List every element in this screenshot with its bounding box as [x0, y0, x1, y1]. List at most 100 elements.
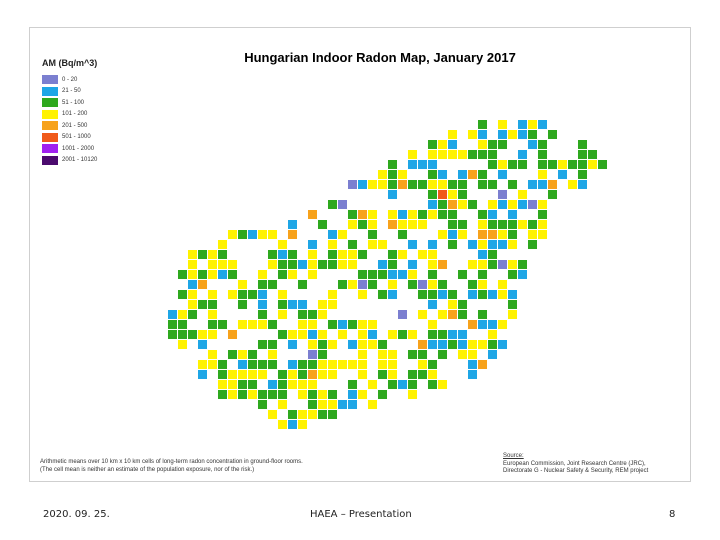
map-cell	[538, 170, 547, 179]
map-cell	[388, 190, 397, 199]
map-cell	[368, 340, 377, 349]
map-cell	[428, 210, 437, 219]
map-cell	[328, 240, 337, 249]
map-cell	[388, 170, 397, 179]
map-cell	[418, 360, 427, 369]
map-cell	[278, 380, 287, 389]
map-cell	[478, 280, 487, 289]
map-cell	[478, 170, 487, 179]
map-cell	[448, 310, 457, 319]
map-cell	[228, 350, 237, 359]
map-cell	[368, 320, 377, 329]
map-cell	[538, 140, 547, 149]
map-cell	[268, 250, 277, 259]
map-cell	[288, 420, 297, 429]
map-cell	[498, 240, 507, 249]
map-cell	[268, 360, 277, 369]
map-cell	[488, 140, 497, 149]
map-cell	[398, 210, 407, 219]
map-cell	[258, 370, 267, 379]
map-cell	[508, 240, 517, 249]
map-cell	[218, 390, 227, 399]
map-source: Source: European Commission, Joint Resea…	[503, 453, 648, 476]
map-cell	[378, 180, 387, 189]
map-cell	[328, 410, 337, 419]
map-cell	[528, 180, 537, 189]
note-line: Arithmetic means over 10 km x 10 km cell…	[40, 459, 303, 465]
map-cell	[198, 360, 207, 369]
map-cell	[458, 180, 467, 189]
map-cell	[268, 230, 277, 239]
map-cell	[478, 290, 487, 299]
map-cell	[418, 350, 427, 359]
map-cell	[248, 380, 257, 389]
legend-item: 2001 - 10120	[42, 155, 97, 167]
legend-swatch	[42, 121, 58, 131]
map-cell	[478, 260, 487, 269]
map-cell	[388, 380, 397, 389]
map-cell	[358, 220, 367, 229]
map-cell	[268, 280, 277, 289]
map-cell	[428, 370, 437, 379]
map-cell	[418, 250, 427, 259]
map-cell	[408, 150, 417, 159]
map-cell	[378, 270, 387, 279]
map-cell	[328, 390, 337, 399]
map-cell	[388, 270, 397, 279]
map-cell	[178, 290, 187, 299]
legend-swatch	[42, 155, 58, 165]
map-cell	[518, 150, 527, 159]
map-cell	[368, 330, 377, 339]
map-cell	[278, 390, 287, 399]
map-cell	[278, 260, 287, 269]
map-cell	[518, 190, 527, 199]
map-cell	[518, 120, 527, 129]
map-cell	[518, 270, 527, 279]
map-cell	[338, 320, 347, 329]
map-cell	[278, 240, 287, 249]
map-cell	[418, 220, 427, 229]
map-cell	[438, 340, 447, 349]
map-cell	[388, 210, 397, 219]
legend-title: AM (Bq/m^3)	[42, 58, 98, 68]
map-cell	[388, 260, 397, 269]
map-cell	[478, 230, 487, 239]
map-cell	[308, 410, 317, 419]
map-cell	[478, 270, 487, 279]
map-cell	[288, 250, 297, 259]
map-cell	[528, 220, 537, 229]
radon-map-figure: Hungarian Indoor Radon Map, January 2017…	[29, 27, 691, 482]
map-cell	[348, 180, 357, 189]
map-cell	[438, 260, 447, 269]
map-cell	[418, 180, 427, 189]
map-cell	[378, 360, 387, 369]
map-cell	[388, 280, 397, 289]
map-cell	[208, 320, 217, 329]
map-cell	[388, 180, 397, 189]
map-cell	[438, 200, 447, 209]
map-cell	[278, 420, 287, 429]
map-cell	[368, 230, 377, 239]
map-cell	[428, 290, 437, 299]
map-cell	[528, 130, 537, 139]
map-cell	[578, 160, 587, 169]
map-cell	[408, 380, 417, 389]
map-cell	[268, 340, 277, 349]
map-cell	[508, 290, 517, 299]
map-cell	[368, 220, 377, 229]
map-cell	[318, 400, 327, 409]
map-cell	[468, 360, 477, 369]
map-cell	[458, 340, 467, 349]
map-cell	[458, 170, 467, 179]
map-cell	[228, 230, 237, 239]
map-cell	[568, 160, 577, 169]
map-cell	[318, 220, 327, 229]
map-cell	[228, 290, 237, 299]
map-cell	[458, 150, 467, 159]
map-cell	[488, 180, 497, 189]
map-cell	[428, 240, 437, 249]
map-cell	[208, 290, 217, 299]
map-cell	[238, 380, 247, 389]
map-cell	[218, 370, 227, 379]
map-cell	[488, 150, 497, 159]
